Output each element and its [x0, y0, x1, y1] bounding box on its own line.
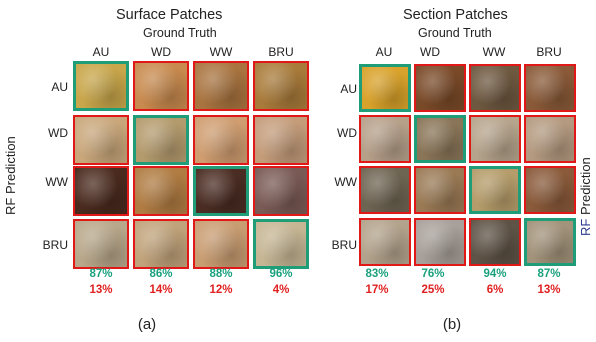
- panel-b-row-header: BRU: [331, 238, 357, 252]
- patch-wd-ww: [469, 115, 521, 163]
- patch-bru-wd: [414, 218, 466, 266]
- prediction-label: Prediction: [3, 136, 18, 195]
- panel-a-correct-pct: 87%: [89, 268, 113, 280]
- rf-label: RF: [578, 218, 593, 236]
- patch-ww-bru: [524, 166, 576, 214]
- panel-b-row-header: WW: [334, 175, 357, 189]
- panel-a-title: Surface Patches: [116, 7, 223, 23]
- panel-b-correct-pct: 87%: [537, 268, 561, 280]
- patch-bru-au: [73, 219, 129, 269]
- patch-ww-ww: [469, 166, 521, 214]
- patch-au-ww: [193, 61, 249, 111]
- patch-au-au: [359, 64, 411, 112]
- patch-au-bru: [524, 64, 576, 112]
- panel-a-correct-pct: 86%: [149, 268, 173, 280]
- panel-a-subtitle: Ground Truth: [143, 26, 217, 40]
- panel-a-row-header: WW: [45, 175, 68, 189]
- panel-b-caption: (b): [442, 316, 462, 333]
- panel-a-side-label: RF Prediction: [3, 136, 18, 215]
- panel-a-col-header: BRU: [268, 45, 294, 59]
- panel-a-row-header: WD: [48, 126, 68, 140]
- patch-ww-au: [359, 166, 411, 214]
- patch-ww-bru: [253, 166, 309, 216]
- panel-a-correct-pct: 96%: [269, 268, 293, 280]
- panel-b-incorrect-pct: 13%: [537, 284, 561, 296]
- patch-au-au: [73, 61, 129, 111]
- panel-a-row-header: BRU: [42, 238, 68, 252]
- patch-wd-bru: [253, 115, 309, 165]
- panel-b-title: Section Patches: [403, 7, 508, 23]
- patch-bru-ww: [469, 218, 521, 266]
- patch-ww-wd: [414, 166, 466, 214]
- panel-a-incorrect-pct: 4%: [272, 284, 290, 296]
- panel-b-subtitle: Ground Truth: [418, 26, 492, 40]
- panel-b-correct-pct: 76%: [421, 268, 445, 280]
- panel-b-col-header: WD: [420, 45, 440, 59]
- patch-ww-au: [73, 166, 129, 216]
- panel-b-incorrect-pct: 17%: [365, 284, 389, 296]
- patch-bru-bru: [524, 218, 576, 266]
- panel-a-col-header: WD: [151, 45, 171, 59]
- panel-a-row-header: AU: [51, 80, 68, 94]
- patch-wd-au: [73, 115, 129, 165]
- patch-bru-au: [359, 218, 411, 266]
- patch-au-bru: [253, 61, 309, 111]
- panel-a-correct-pct: 88%: [209, 268, 233, 280]
- rf-label: RF: [3, 197, 18, 215]
- panel-a-col-header: AU: [92, 45, 110, 59]
- panel-b-row-header: AU: [340, 82, 357, 96]
- patch-ww-wd: [133, 166, 189, 216]
- patch-au-wd: [414, 64, 466, 112]
- panel-b-side-label: RF Prediction: [578, 157, 593, 236]
- panel-b-correct-pct: 94%: [483, 268, 507, 280]
- panel-a-caption: (a): [137, 316, 157, 333]
- panel-a-incorrect-pct: 13%: [89, 284, 113, 296]
- panel-a-col-header: WW: [209, 45, 233, 59]
- patch-wd-au: [359, 115, 411, 163]
- panel-b-incorrect-pct: 25%: [421, 284, 445, 296]
- patch-bru-wd: [133, 219, 189, 269]
- panel-a-incorrect-pct: 12%: [209, 284, 233, 296]
- patch-wd-ww: [193, 115, 249, 165]
- prediction-label: Prediction: [578, 157, 593, 216]
- panel-b-correct-pct: 83%: [365, 268, 389, 280]
- panel-b-incorrect-pct: 6%: [486, 284, 504, 296]
- patch-ww-ww: [193, 166, 249, 216]
- panel-b-col-header: WW: [482, 45, 506, 59]
- patch-bru-bru: [253, 219, 309, 269]
- patch-wd-bru: [524, 115, 576, 163]
- panel-a-incorrect-pct: 14%: [149, 284, 173, 296]
- patch-au-ww: [469, 64, 521, 112]
- panel-b-col-header: BRU: [536, 45, 562, 59]
- panel-b-row-header: WD: [337, 126, 357, 140]
- patch-wd-wd: [414, 115, 466, 163]
- patch-bru-ww: [193, 219, 249, 269]
- panel-b-col-header: AU: [375, 45, 393, 59]
- patch-au-wd: [133, 61, 189, 111]
- patch-wd-wd: [133, 115, 189, 165]
